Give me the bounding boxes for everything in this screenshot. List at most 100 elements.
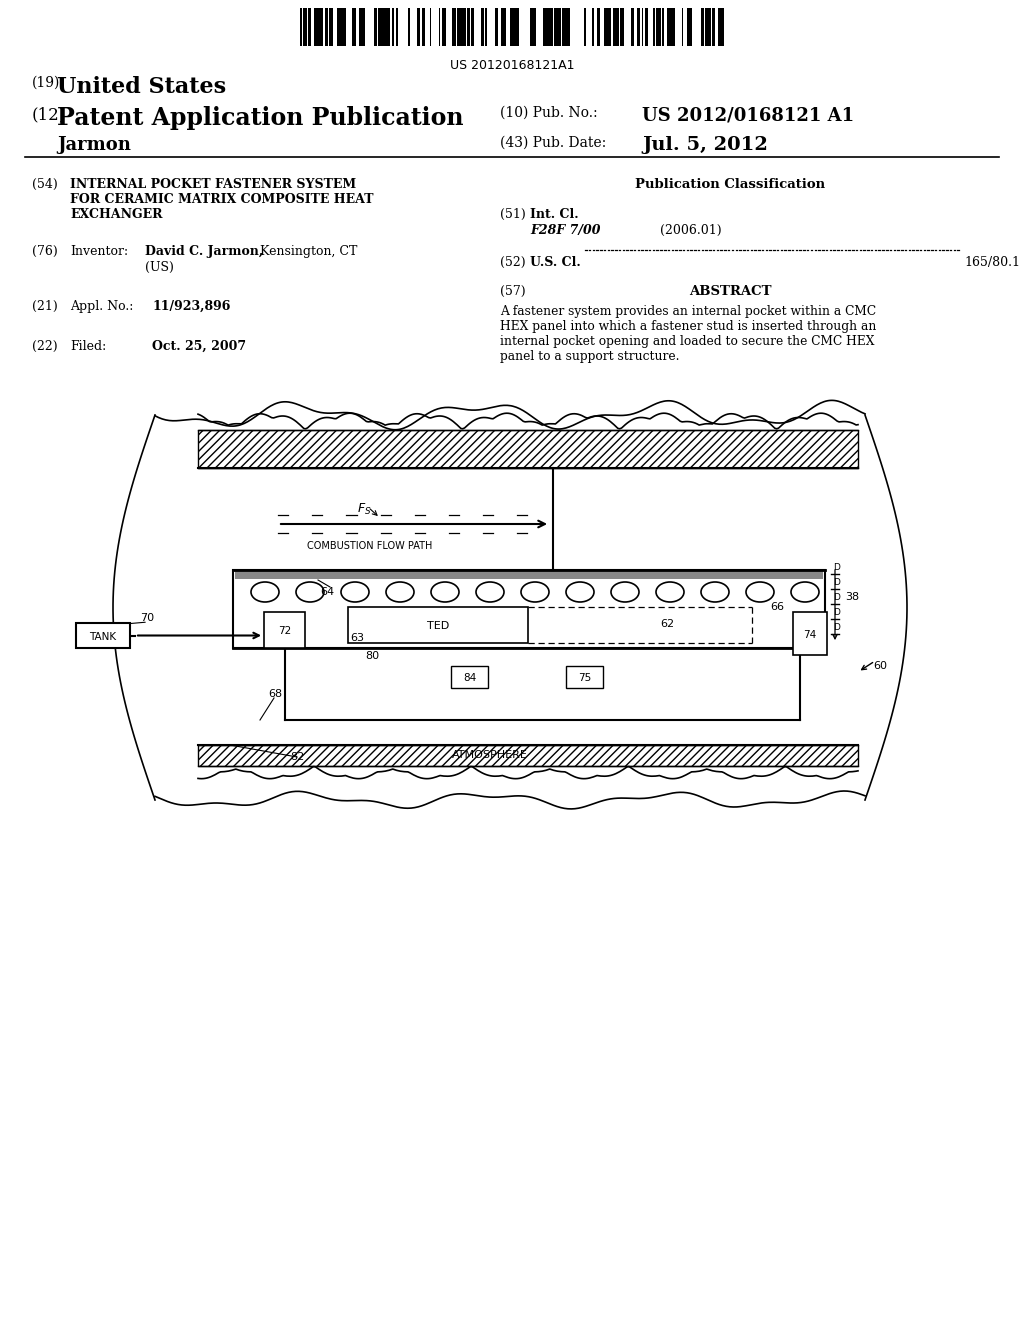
Text: ATMOSPHERE: ATMOSPHERE [452,750,528,760]
Bar [551,8,553,46]
Bar [234,570,823,579]
Bar [562,8,566,46]
Text: TED: TED [427,620,450,631]
Bar [617,8,618,46]
Bar [546,8,549,46]
Text: (US): (US) [145,261,174,275]
Bar [705,8,707,46]
Bar [566,8,568,46]
Bar [408,8,410,46]
Bar [568,8,570,46]
Bar [534,8,536,46]
Text: US 2012/0168121 A1: US 2012/0168121 A1 [642,106,854,124]
Ellipse shape [656,582,684,602]
Text: TANK: TANK [89,631,117,642]
Text: 74: 74 [804,630,816,639]
Bar [198,430,858,469]
Text: $F_S$: $F_S$ [357,502,372,517]
Bar [303,8,305,46]
Bar [264,612,305,648]
Bar [554,8,557,46]
Text: 64: 64 [319,587,334,597]
Bar [305,8,307,46]
Bar [667,8,669,46]
Bar [592,8,594,46]
Text: EXCHANGER: EXCHANGER [70,209,163,220]
Bar [481,8,484,46]
Text: 165/80.1: 165/80.1 [964,256,1020,269]
Text: COMBUSTION FLOW PATH: COMBUSTION FLOW PATH [307,541,433,550]
Bar [718,8,721,46]
Bar [361,8,365,46]
Text: US 20120168121A1: US 20120168121A1 [450,59,574,73]
Bar [504,8,506,46]
Text: 68: 68 [268,689,283,700]
Text: D: D [833,623,840,632]
Text: (52): (52) [500,256,525,269]
Text: (10) Pub. No.:: (10) Pub. No.: [500,106,598,120]
Bar [631,8,634,46]
Bar [233,570,825,648]
Text: (51): (51) [500,209,525,220]
Text: (76): (76) [32,246,57,257]
Text: 70: 70 [140,612,155,623]
Bar [708,8,711,46]
Bar [359,8,361,46]
Bar [444,8,446,46]
Bar [566,667,603,688]
Bar [471,8,474,46]
Ellipse shape [791,582,819,602]
Text: D: D [833,578,840,587]
Bar [613,8,617,46]
Text: Jarmon: Jarmon [57,136,131,154]
Bar [198,744,858,766]
Bar [378,8,382,46]
Bar [387,8,390,46]
Text: HEX panel into which a fastener stud is inserted through an: HEX panel into which a fastener stud is … [500,319,877,333]
Text: Kensington, CT: Kensington, CT [260,246,357,257]
Text: FOR CERAMIC MATRIX COMPOSITE HEAT: FOR CERAMIC MATRIX COMPOSITE HEAT [70,193,374,206]
Text: F28F 7/00: F28F 7/00 [530,224,600,238]
Bar [300,8,302,46]
Ellipse shape [701,582,729,602]
Text: Int. Cl.: Int. Cl. [530,209,579,220]
Bar [530,8,534,46]
Text: 82: 82 [290,752,304,762]
Text: A fastener system provides an internal pocket within a CMC: A fastener system provides an internal p… [500,305,877,318]
Bar [653,8,655,46]
Text: 60: 60 [873,661,887,671]
Text: 62: 62 [660,619,674,630]
Bar [374,8,377,46]
Bar [662,8,664,46]
Bar [329,8,333,46]
Text: 84: 84 [463,673,476,682]
Bar [337,8,340,46]
Bar [467,8,470,46]
Bar [712,8,715,46]
Bar [687,8,690,46]
Ellipse shape [611,582,639,602]
Text: internal pocket opening and loaded to secure the CMC HEX: internal pocket opening and loaded to se… [500,335,874,348]
Text: 38: 38 [845,591,859,602]
Text: D: D [833,564,840,572]
Text: Filed:: Filed: [70,341,106,352]
Text: 75: 75 [578,673,591,682]
Ellipse shape [476,582,504,602]
Bar [463,8,466,46]
Bar [510,8,512,46]
Bar [604,8,607,46]
Bar [348,607,528,643]
Bar [584,8,586,46]
Ellipse shape [251,582,279,602]
Bar [396,8,398,46]
Bar [485,8,487,46]
Bar [76,623,130,648]
Bar [461,8,463,46]
Text: U.S. Cl.: U.S. Cl. [530,256,581,269]
Bar [495,8,498,46]
Bar [308,8,311,46]
Bar [517,8,519,46]
Text: D: D [833,593,840,602]
Bar [669,8,672,46]
Text: 66: 66 [770,602,784,612]
